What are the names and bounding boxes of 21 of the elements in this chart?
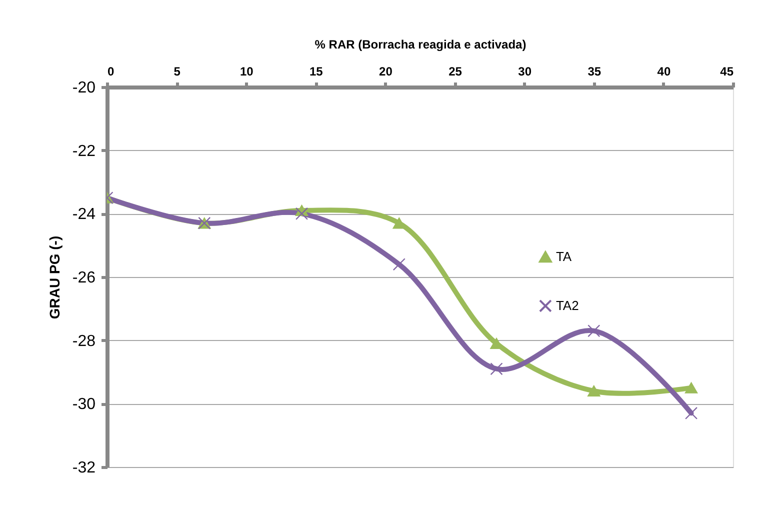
y-tick-label: -24 — [72, 206, 96, 224]
x-tick-label: 0 — [108, 64, 114, 78]
y-axis-title: GRAU PG (-) — [46, 236, 62, 320]
x-tick-label: 10 — [240, 64, 254, 78]
y-tick-label: -22 — [72, 142, 96, 160]
x-tick-label: 20 — [379, 64, 393, 78]
legend-label: TA — [556, 248, 572, 264]
x-tick-label: 15 — [309, 64, 324, 78]
x-tick-label: 45 — [720, 64, 734, 78]
x-tick-label: 25 — [448, 64, 462, 78]
x-tick-label: 35 — [588, 64, 602, 78]
y-tick-label: -26 — [72, 270, 96, 286]
x-tick-label: 5 — [174, 64, 181, 78]
x-axis-title: % RAR (Borracha reagida e activada) — [314, 38, 526, 52]
y-tick-label: -20 — [72, 80, 96, 96]
y-tick-label: -30 — [72, 396, 96, 414]
x-tick-label: 40 — [657, 64, 671, 78]
x-tick-label: 30 — [518, 64, 532, 78]
y-tick-label: -28 — [72, 332, 96, 350]
y-tick-label: -32 — [72, 460, 96, 476]
legend-label: TA2 — [556, 298, 579, 313]
